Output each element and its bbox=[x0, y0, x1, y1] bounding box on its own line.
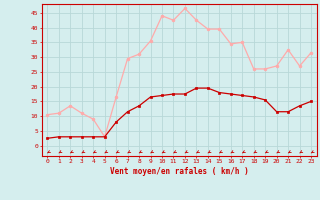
X-axis label: Vent moyen/en rafales ( km/h ): Vent moyen/en rafales ( km/h ) bbox=[110, 167, 249, 176]
